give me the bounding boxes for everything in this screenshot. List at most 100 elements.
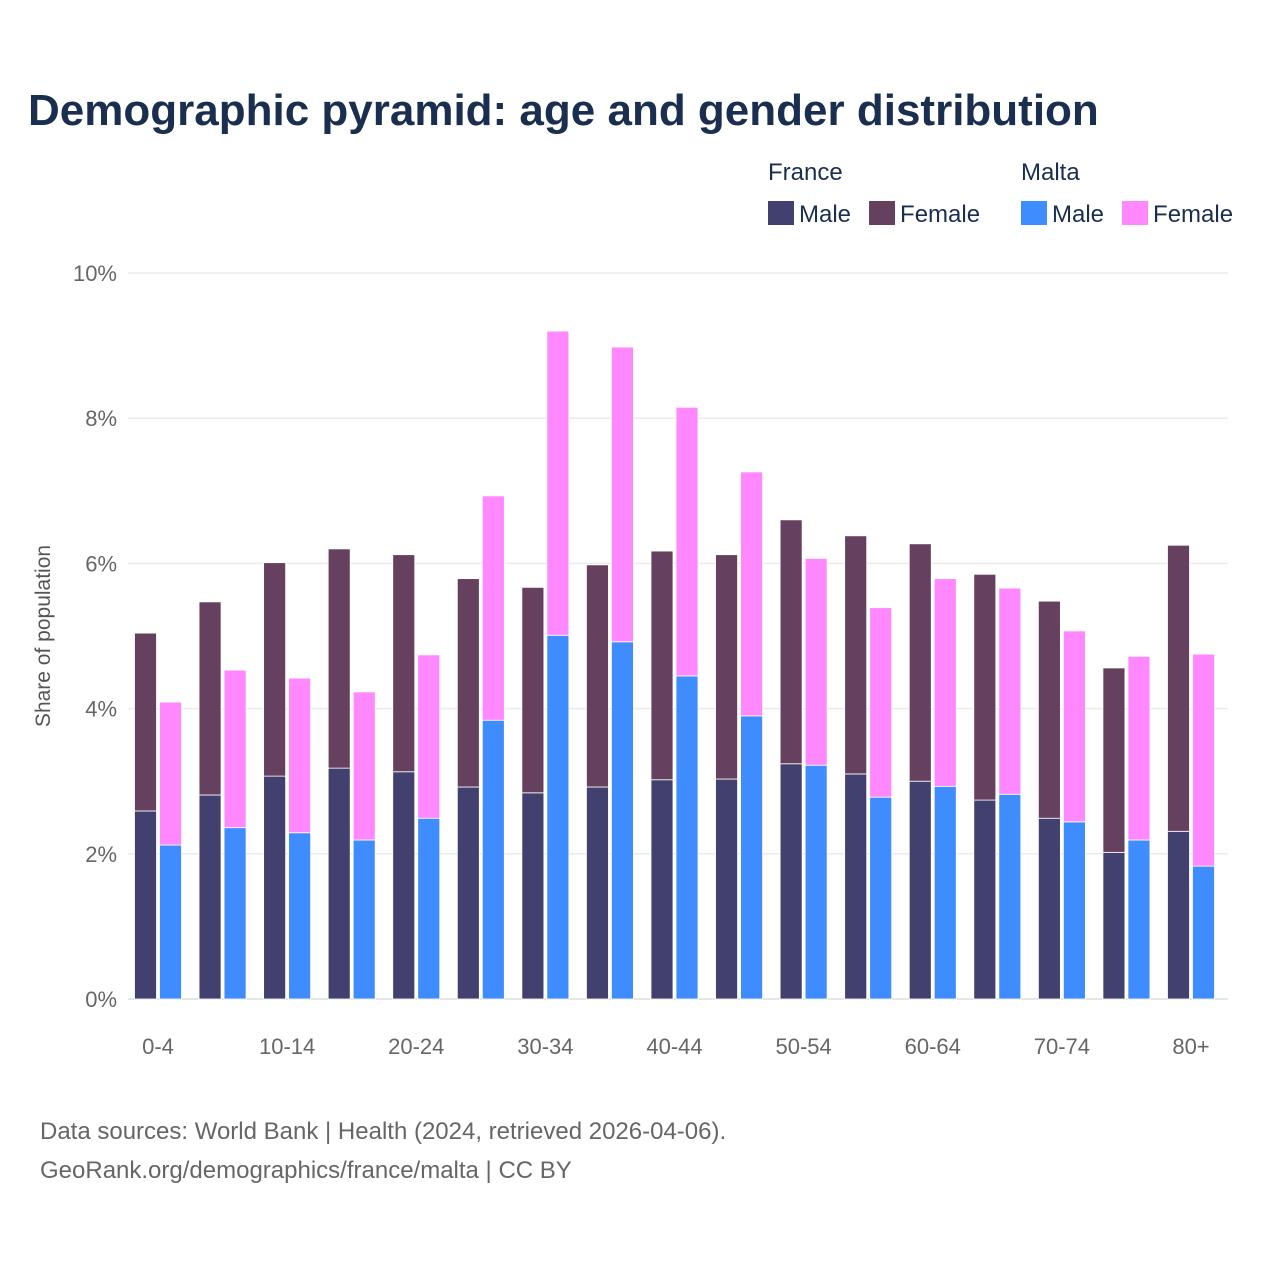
bar-france-male-0-4[interactable]: [134, 810, 157, 1000]
bar-malta-male-20-24[interactable]: [417, 817, 441, 1000]
bar-france-female-55-59[interactable]: [844, 535, 868, 775]
legend-item-france-male[interactable]: Male: [799, 201, 851, 228]
bar-france-female-0-4[interactable]: [134, 632, 157, 812]
bar-malta-male-30-34[interactable]: [546, 634, 570, 1000]
bar-malta-female-75-79[interactable]: [1127, 655, 1151, 841]
bar-malta-female-70-74[interactable]: [1062, 630, 1086, 823]
x-tick-label: 60-64: [905, 1034, 961, 1059]
bar-malta-female-60-64[interactable]: [933, 578, 957, 787]
bar-france-male-25-29[interactable]: [456, 786, 480, 1000]
bar-france-male-30-34[interactable]: [521, 792, 545, 1000]
bar-malta-female-65-69[interactable]: [998, 587, 1022, 795]
bar-france-male-50-54[interactable]: [779, 763, 803, 1000]
y-tick-label: 2%: [85, 842, 117, 867]
bar-malta-male-10-14[interactable]: [288, 832, 312, 1000]
bar-france-male-35-39[interactable]: [586, 786, 609, 1000]
bar-malta-male-80+[interactable]: [1192, 865, 1215, 1000]
bar-malta-female-15-19[interactable]: [352, 691, 376, 841]
bar-malta-male-55-59[interactable]: [869, 796, 893, 1000]
bar-malta-male-5-9[interactable]: [223, 827, 247, 1000]
bar-malta-female-55-59[interactable]: [869, 607, 893, 798]
x-tick-label: 80+: [1172, 1034, 1209, 1059]
bar-malta-male-0-4[interactable]: [159, 844, 182, 1000]
bar-malta-male-75-79[interactable]: [1127, 839, 1151, 1000]
bar-france-female-35-39[interactable]: [586, 564, 609, 788]
y-tick-label: 6%: [85, 551, 117, 576]
legend-swatch: [768, 201, 794, 225]
bar-france-male-70-74[interactable]: [1037, 817, 1061, 1000]
bar-france-male-40-44[interactable]: [650, 779, 674, 1000]
source-note: Data sources: World Bank | Health (2024,…: [40, 1118, 726, 1145]
bar-malta-female-10-14[interactable]: [288, 677, 312, 834]
bar-france-male-80+[interactable]: [1167, 830, 1190, 1000]
bar-france-female-45-49[interactable]: [715, 554, 738, 780]
bar-france-female-25-29[interactable]: [456, 578, 480, 788]
bar-malta-female-20-24[interactable]: [417, 654, 441, 819]
credit-link[interactable]: GeoRank.org/demographics/france/malta | …: [40, 1157, 572, 1184]
bar-france-male-55-59[interactable]: [844, 773, 868, 1000]
bar-malta-male-60-64[interactable]: [933, 785, 957, 1000]
bar-malta-male-45-49[interactable]: [740, 715, 763, 1000]
x-axis-ticks: 0-4 10-14 20-24 30-34 40-44 50-54 60-64 70-74 80…: [142, 1034, 1210, 1059]
bar-france-female-50-54[interactable]: [779, 519, 803, 765]
bar-france-female-40-44[interactable]: [650, 550, 674, 781]
legend-item-france-female[interactable]: Female: [900, 201, 980, 228]
bar-france-male-20-24[interactable]: [392, 771, 416, 1000]
x-tick-label: 30-34: [517, 1034, 573, 1059]
bar-france-male-15-19[interactable]: [327, 767, 351, 1000]
legend: France Male Female Malta Male Female: [768, 159, 1233, 228]
legend-swatch: [1122, 201, 1149, 225]
x-tick-label: 50-54: [775, 1034, 831, 1059]
legend-swatch: [869, 201, 896, 225]
x-tick-label: 40-44: [646, 1034, 702, 1059]
bar-malta-female-25-29[interactable]: [481, 495, 505, 721]
bar-malta-female-40-44[interactable]: [675, 406, 699, 677]
bar-malta-male-35-39[interactable]: [611, 641, 634, 1000]
y-tick-label: 4%: [85, 697, 117, 722]
x-tick-label: 20-24: [388, 1034, 444, 1059]
bar-france-female-5-9[interactable]: [198, 601, 222, 796]
bar-france-male-60-64[interactable]: [908, 780, 932, 1000]
chart-title: Demographic pyramid: age and gender dist…: [28, 86, 1099, 135]
bar-malta-female-45-49[interactable]: [740, 471, 763, 717]
bar-france-male-45-49[interactable]: [715, 778, 738, 1000]
bar-malta-male-70-74[interactable]: [1062, 821, 1086, 1000]
bars: [134, 330, 1215, 1000]
legend-item-malta-female[interactable]: Female: [1153, 201, 1233, 228]
bar-france-female-15-19[interactable]: [327, 548, 351, 769]
bar-malta-female-35-39[interactable]: [611, 346, 634, 643]
x-tick-label: 10-14: [259, 1034, 315, 1059]
y-tick-label: 10%: [73, 261, 117, 286]
legend-group-malta: Malta: [1021, 159, 1080, 186]
legend-group-france: France: [768, 159, 843, 186]
legend-swatch: [1021, 201, 1047, 225]
bar-malta-female-50-54[interactable]: [804, 557, 828, 766]
bar-malta-male-15-19[interactable]: [352, 839, 376, 1000]
y-tick-label: 0%: [85, 987, 117, 1012]
bar-france-female-80+[interactable]: [1167, 544, 1190, 832]
bar-france-male-75-79[interactable]: [1102, 851, 1126, 1000]
bar-france-female-10-14[interactable]: [263, 562, 287, 777]
bar-france-male-65-69[interactable]: [973, 799, 997, 1000]
bar-malta-male-25-29[interactable]: [481, 719, 505, 1000]
bar-france-female-75-79[interactable]: [1102, 667, 1126, 853]
bar-france-male-5-9[interactable]: [198, 794, 222, 1000]
bar-malta-female-80+[interactable]: [1192, 653, 1215, 867]
bar-france-female-65-69[interactable]: [973, 573, 997, 801]
bar-france-female-70-74[interactable]: [1037, 600, 1061, 819]
legend-item-malta-male[interactable]: Male: [1052, 201, 1104, 228]
bar-malta-female-0-4[interactable]: [159, 701, 182, 846]
bar-france-female-60-64[interactable]: [908, 543, 932, 782]
bar-malta-female-30-34[interactable]: [546, 330, 570, 636]
bar-france-female-20-24[interactable]: [392, 554, 416, 773]
bar-malta-male-40-44[interactable]: [675, 675, 699, 1000]
bar-france-male-10-14[interactable]: [263, 775, 287, 1000]
y-axis-label: Share of population: [32, 545, 55, 727]
bar-france-female-30-34[interactable]: [521, 586, 545, 794]
bar-malta-male-50-54[interactable]: [804, 764, 828, 1000]
bar-malta-female-5-9[interactable]: [223, 669, 247, 829]
bar-malta-male-65-69[interactable]: [998, 793, 1022, 1000]
x-tick-label: 0-4: [142, 1034, 174, 1059]
